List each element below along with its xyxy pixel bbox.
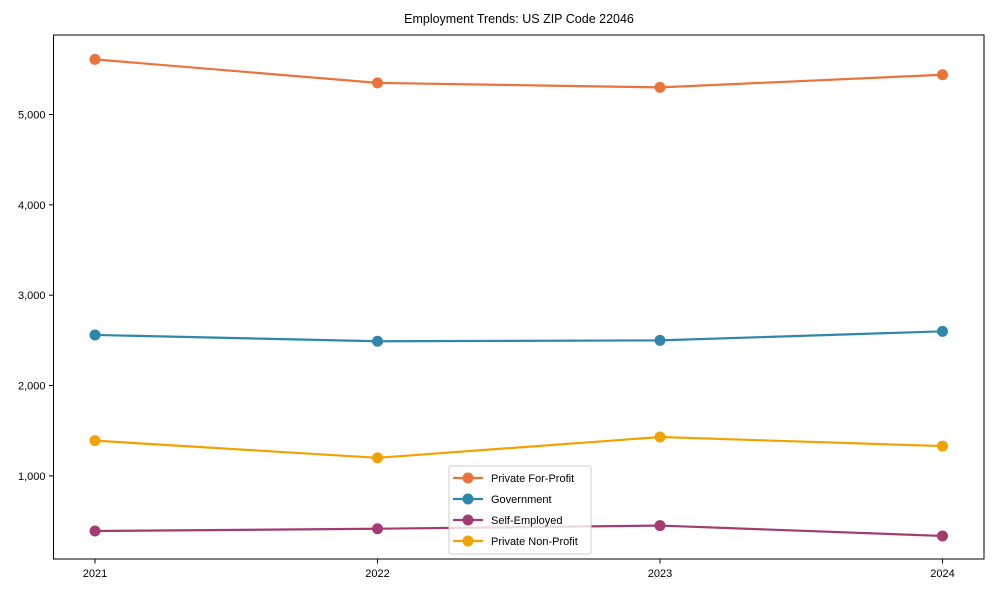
data-point-private-for-profit-2021	[89, 53, 101, 65]
data-point-private-non-profit-2023	[654, 431, 666, 443]
data-point-private-for-profit-2024	[937, 69, 948, 81]
legend-item-private-non-profit: Private Non-Profit	[453, 535, 578, 548]
y-tick-label: 3,000	[18, 290, 46, 302]
data-point-government-2023	[654, 334, 666, 346]
data-point-self-employed-2023	[654, 520, 666, 532]
legend-marker-private-for-profit	[462, 472, 474, 484]
series-line-private-non-profit	[93, 435, 944, 459]
series-line-private-for-profit	[93, 58, 944, 89]
legend-box	[448, 465, 592, 555]
legend-item-self-employed: Self-Employed	[453, 514, 563, 527]
legend-marker-government	[462, 493, 474, 505]
data-point-self-employed-2021	[89, 525, 101, 537]
x-tick-label: 2024	[930, 568, 954, 580]
data-point-government-2024	[937, 325, 948, 337]
x-tick-label: 2022	[365, 568, 389, 580]
data-point-private-non-profit-2022	[372, 452, 383, 464]
legend-marker-private-non-profit	[462, 535, 474, 547]
legend-label-private-for-profit: Private For-Profit	[491, 473, 574, 485]
data-point-private-for-profit-2022	[372, 77, 383, 89]
data-point-government-2022	[372, 335, 383, 347]
axes-box	[53, 34, 985, 560]
data-point-government-2021	[89, 329, 101, 341]
x-tick-label: 2021	[83, 568, 107, 580]
data-point-private-non-profit-2024	[937, 440, 948, 452]
y-tick-label: 1,000	[18, 471, 46, 483]
y-tick-label: 2,000	[18, 381, 46, 393]
y-tick-label: 4,000	[18, 200, 46, 212]
data-point-private-non-profit-2021	[89, 435, 101, 447]
legend-marker-self-employed	[462, 514, 474, 526]
chart-title: Employment Trends: US ZIP Code 22046	[404, 12, 634, 26]
y-tick-label: 5,000	[18, 110, 46, 122]
legend-label-government: Government	[491, 494, 552, 506]
legend-item-private-for-profit: Private For-Profit	[453, 472, 574, 485]
x-tick-label: 2023	[648, 568, 672, 580]
legend: Private For-Profit Government Self-Employe…	[448, 465, 592, 555]
series-line-government	[93, 330, 944, 343]
data-point-self-employed-2024	[937, 530, 948, 542]
legend-item-government: Government	[453, 493, 552, 506]
legend-label-self-employed: Self-Employed	[491, 515, 563, 527]
data-point-private-for-profit-2023	[654, 81, 666, 93]
legend-label-private-non-profit: Private Non-Profit	[491, 536, 578, 548]
data-point-self-employed-2022	[372, 523, 383, 535]
